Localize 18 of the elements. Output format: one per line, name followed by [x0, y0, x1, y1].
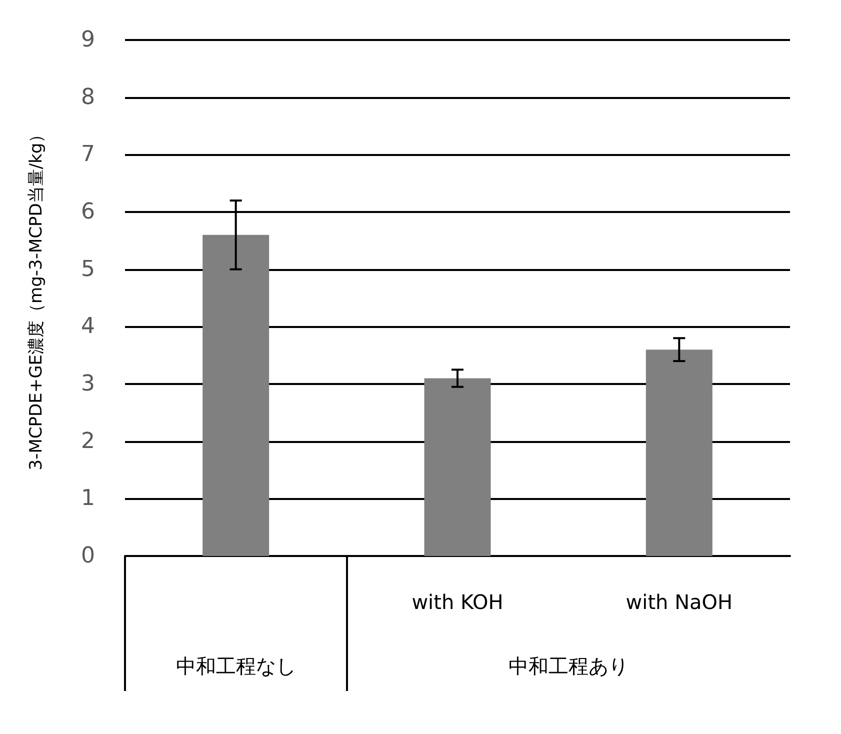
y-tick-label: 4 [81, 314, 95, 340]
y-tick-label: 1 [81, 486, 95, 512]
y-tick-label: 7 [81, 142, 95, 168]
y-tick-label: 5 [81, 256, 95, 282]
bar [646, 350, 712, 556]
y-tick-label: 8 [81, 84, 95, 110]
y-tick-label: 3 [81, 372, 95, 396]
y-tick-label: 0 [81, 544, 95, 568]
bar [424, 378, 491, 556]
text: 中和工程なし [176, 654, 296, 678]
y-tick-label: 6 [81, 200, 95, 224]
x-tick-label: with NaOH [626, 590, 733, 614]
y-tick-label: 9 [81, 28, 95, 52]
y-axis-title: 3-MCPDE+GE濃度（mg-3-MCPD当量/kg） [26, 126, 46, 470]
y-tick-label: 2 [81, 428, 95, 454]
bar [202, 234, 270, 556]
text: 中和工程あり [508, 654, 628, 678]
x-tick-label: with KOH [412, 590, 504, 614]
